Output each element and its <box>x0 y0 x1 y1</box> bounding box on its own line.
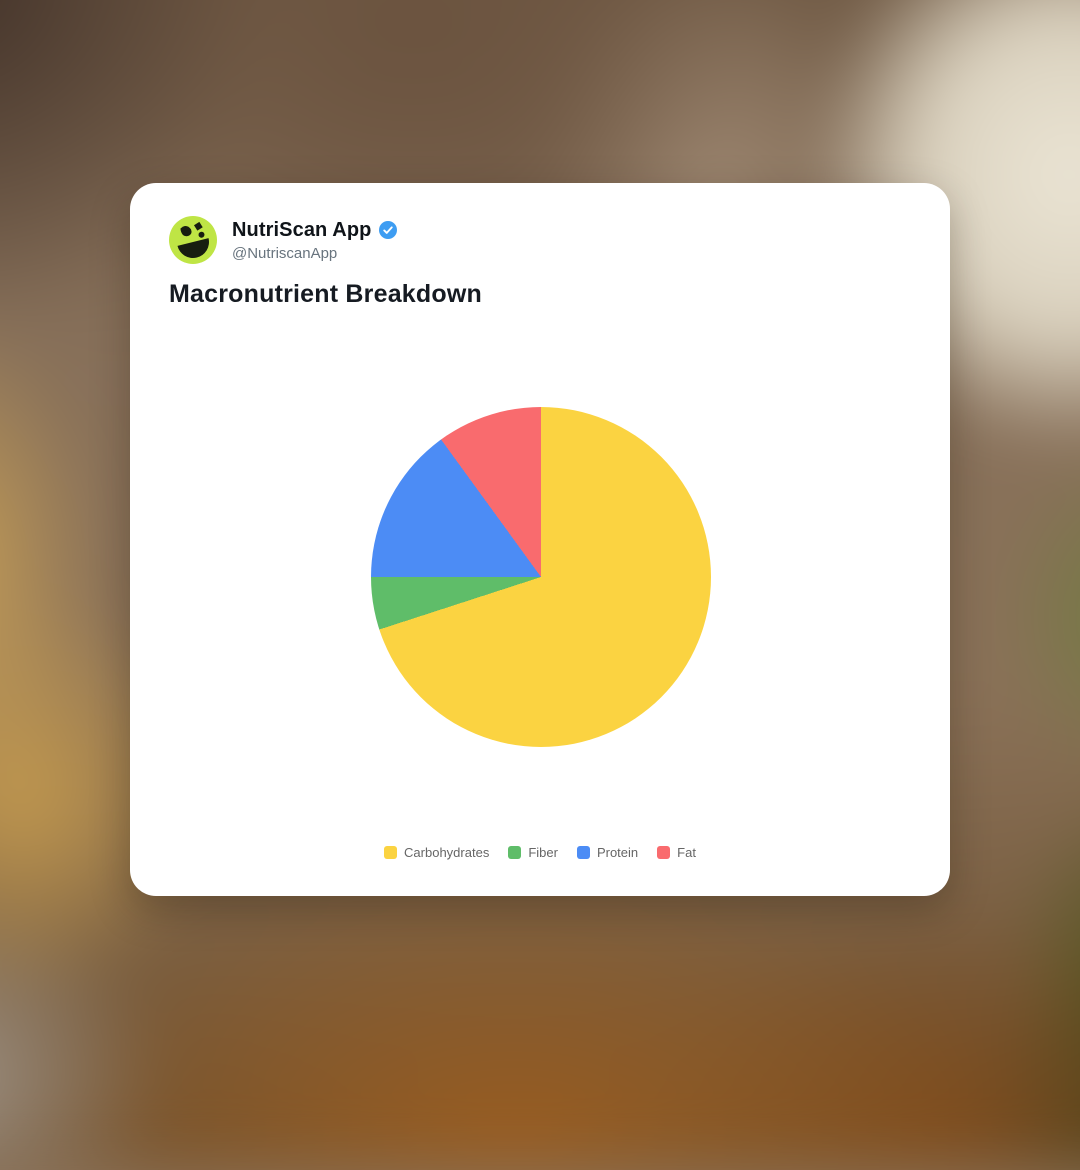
legend-item-protein[interactable]: Protein <box>576 845 639 860</box>
legend-swatch-icon <box>384 846 398 859</box>
legend-label: Fiber <box>528 845 558 860</box>
legend-label: Protein <box>596 845 639 860</box>
legend-swatch-icon <box>508 846 522 859</box>
post-card-content: NutriScan App @NutriscanApp Macronutrien… <box>130 183 950 896</box>
avatar <box>169 216 217 264</box>
legend-swatch-icon <box>657 846 671 859</box>
chart-title: Macronutrient Breakdown <box>169 280 482 308</box>
legend-label: Fat <box>677 845 696 860</box>
legend-item-carbohydrates[interactable]: Carbohydrates <box>384 846 489 859</box>
pie-chart <box>371 407 711 747</box>
post-card: NutriScan App @NutriscanApp Macronutrien… <box>130 183 950 896</box>
author-row: NutriScan App <box>232 218 398 242</box>
author-handle: @NutriscanApp <box>232 245 338 262</box>
verified-badge-icon <box>379 221 398 239</box>
author-name: NutriScan App <box>232 218 372 241</box>
legend-item-fat[interactable]: Fat <box>657 846 696 859</box>
bowl-leaf-icon <box>177 221 209 258</box>
legend-label: Carbohydrates <box>404 845 490 860</box>
chart-legend: Carbohydrates Fiber Protein Fat <box>130 846 950 859</box>
legend-item-fiber[interactable]: Fiber <box>508 846 558 859</box>
legend-swatch-icon <box>576 846 590 859</box>
